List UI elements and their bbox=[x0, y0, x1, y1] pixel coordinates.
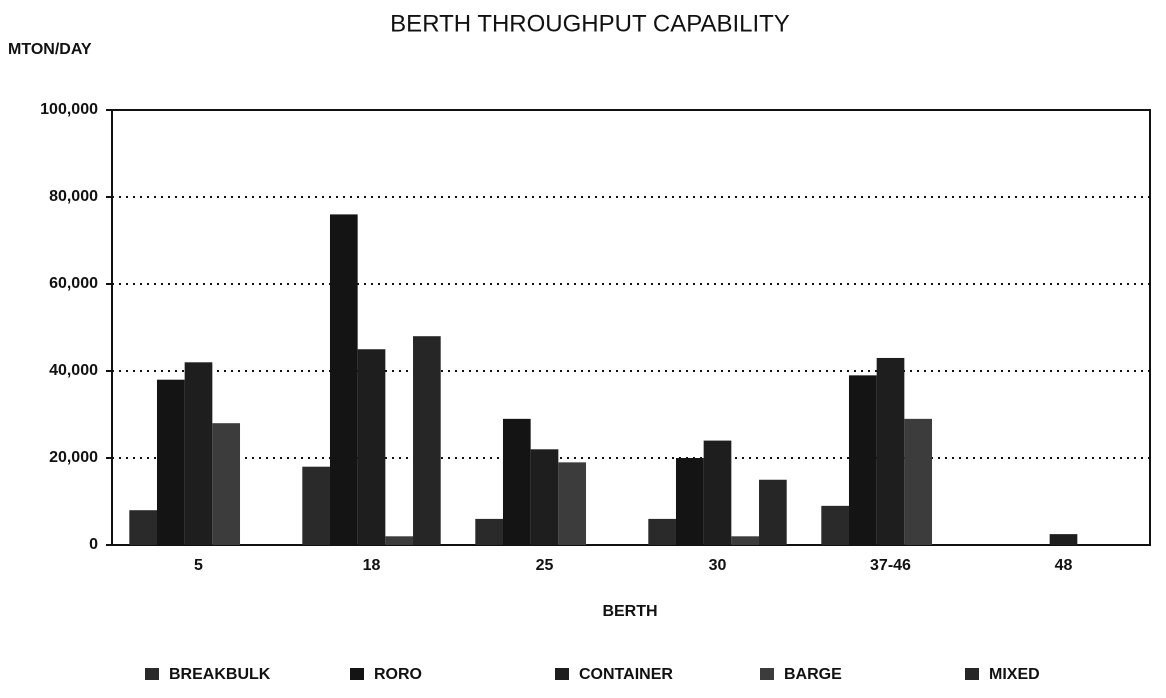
legend-swatch bbox=[145, 668, 159, 680]
bar bbox=[876, 357, 905, 545]
legend-label: RORO bbox=[374, 666, 422, 683]
bar bbox=[703, 440, 732, 545]
bar bbox=[475, 518, 503, 545]
legend-label: BARGE bbox=[784, 666, 842, 683]
bar bbox=[558, 462, 587, 545]
y-tick-label: 40,000 bbox=[49, 362, 98, 379]
x-tick-label: 37-46 bbox=[870, 557, 911, 574]
y-axis-label: MTON/DAY bbox=[8, 41, 92, 58]
legend-swatch bbox=[760, 668, 774, 680]
legend-label: CONTAINER bbox=[579, 666, 673, 683]
y-tick-label: 0 bbox=[89, 536, 98, 553]
bar bbox=[385, 536, 414, 545]
bar bbox=[530, 449, 559, 545]
bar bbox=[413, 336, 441, 545]
y-tick-label: 60,000 bbox=[49, 275, 98, 292]
legend-label: MIXED bbox=[989, 666, 1040, 683]
legend-label: BREAKBULK bbox=[169, 666, 271, 683]
bar bbox=[821, 505, 849, 545]
x-tick-label: 5 bbox=[194, 557, 203, 574]
bar bbox=[212, 423, 241, 545]
x-tick-label: 18 bbox=[363, 557, 381, 574]
bar bbox=[156, 379, 185, 545]
bar bbox=[184, 362, 213, 545]
bar bbox=[759, 479, 787, 545]
bar bbox=[648, 518, 676, 545]
bar bbox=[329, 214, 358, 545]
bar bbox=[129, 510, 157, 545]
chart-title: BERTH THROUGHPUT CAPABILITY bbox=[390, 10, 790, 37]
y-tick-label: 80,000 bbox=[49, 188, 98, 205]
bar bbox=[302, 466, 330, 545]
bar bbox=[1049, 534, 1078, 545]
legend-swatch bbox=[965, 668, 979, 680]
bar bbox=[357, 349, 386, 545]
legend-swatch bbox=[555, 668, 569, 680]
plot-frame bbox=[111, 109, 1151, 546]
y-tick-label: 100,000 bbox=[40, 101, 98, 118]
y-tick-label: 20,000 bbox=[49, 449, 98, 466]
bar bbox=[848, 375, 877, 545]
bar bbox=[904, 418, 933, 545]
x-tick-label: 48 bbox=[1055, 557, 1073, 574]
x-tick-label: 25 bbox=[536, 557, 554, 574]
x-axis-label: BERTH bbox=[602, 603, 657, 620]
x-tick-label: 30 bbox=[709, 557, 727, 574]
bar bbox=[502, 418, 531, 545]
bar bbox=[731, 536, 760, 545]
bar bbox=[675, 458, 704, 545]
legend-swatch bbox=[350, 668, 364, 680]
